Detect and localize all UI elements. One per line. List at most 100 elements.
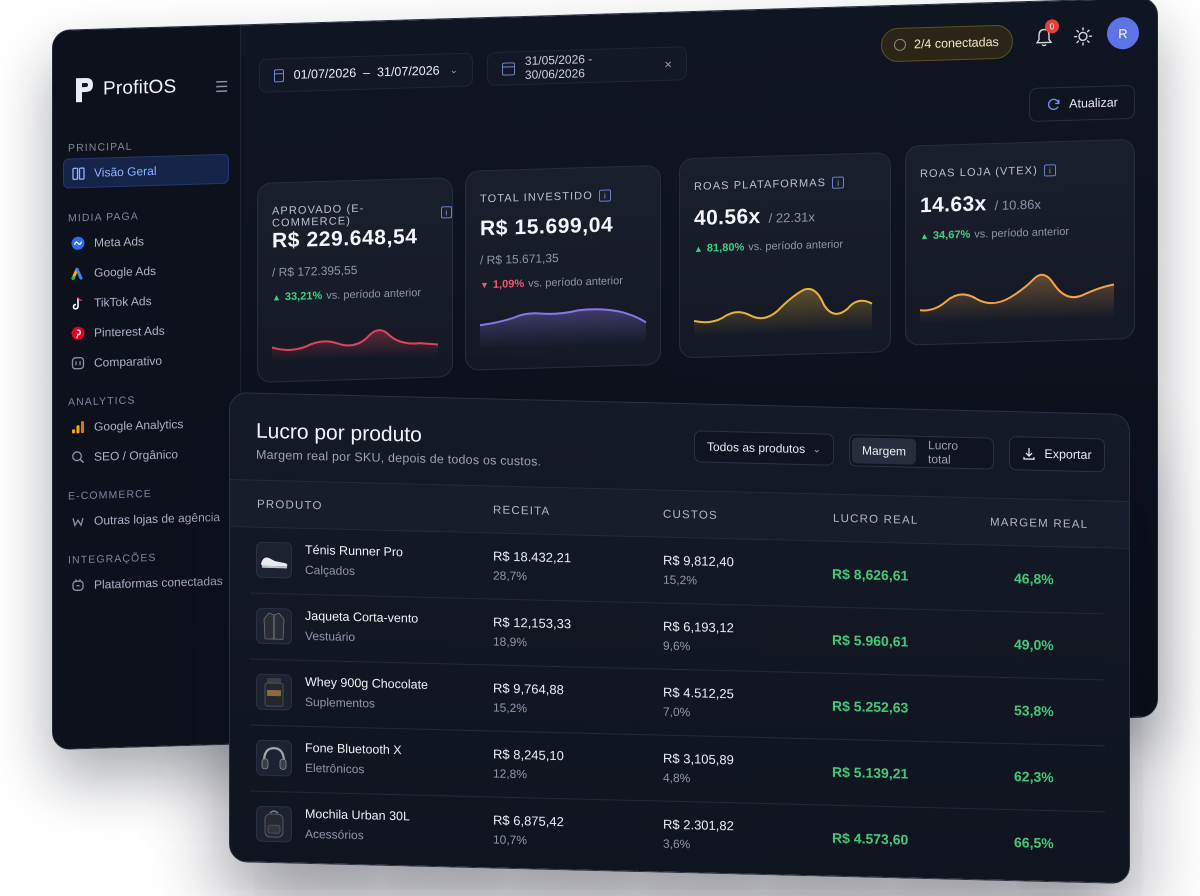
revenue-value: R$ 9,764,88 [493, 680, 564, 698]
kpi-sparkline [271, 329, 439, 362]
sidebar-item-label: Google Analytics [94, 417, 184, 434]
refresh-button[interactable]: Atualizar [1029, 84, 1135, 123]
kpi-delta: ▼ 1,09% vs. período anterior [480, 275, 623, 291]
theme-toggle-sun-icon[interactable] [1073, 26, 1093, 47]
kpi-previous-value: / R$ 15.671,35 [480, 250, 559, 268]
table-row[interactable]: Jaqueta Corta-vento Vestuário R$ 12,153,… [250, 593, 1105, 681]
table-row[interactable]: Whey 900g Chocolate Suplementos R$ 9,764… [250, 659, 1105, 747]
info-icon[interactable]: i [440, 206, 452, 219]
toggle-lucro-total[interactable]: Lucro total [928, 438, 959, 467]
product-filter-select[interactable]: Todos as produtos ⌄ [694, 430, 834, 466]
export-button[interactable]: Exportar [1009, 436, 1105, 473]
sidebar-item-label: Plataformas conectadas [94, 573, 223, 592]
compare-icon [71, 356, 85, 370]
sidebar-item-tiktok-ads[interactable]: TikTok Ads [63, 284, 229, 319]
check-circle-icon [894, 38, 906, 52]
supplement-jar-icon [256, 673, 292, 711]
costs-value: R$ 3,105,89 [663, 750, 734, 768]
revenue-share: 15,2% [493, 700, 528, 716]
connections-status-label: 2/4 conectadas [914, 34, 999, 52]
sidebar-item-label: Comparativo [94, 353, 163, 370]
compare-range-picker[interactable]: 31/05/2026 - 30/06/2026 × [487, 46, 687, 87]
pinterest-icon [71, 326, 85, 340]
table-row[interactable]: Mochila Urban 30L Acessórios R$ 6,875,42… [250, 792, 1105, 879]
real-profit: R$ 5.139,21 [832, 763, 909, 782]
revenue-share: 10,7% [493, 832, 528, 848]
sidebar-item-plataformas-conectadas[interactable]: Plataformas conectadas [63, 566, 229, 601]
revenue-value: R$ 6,875,42 [493, 812, 564, 830]
close-icon[interactable]: × [664, 56, 672, 72]
kpi-label: ROAS LOJA (VTEX) i [920, 164, 1056, 180]
revenue-share: 28,7% [493, 568, 528, 584]
kpi-delta: ▲ 81,80% vs. período anterior [694, 238, 844, 255]
sidebar-item-comparativo[interactable]: Comparativo [63, 344, 229, 379]
costs-share: 4,8% [663, 770, 691, 786]
product-name: Jaqueta Corta-vento [305, 608, 419, 626]
kpi-previous-value: / 22.31x [768, 209, 815, 226]
product-category: Vestuário [305, 628, 356, 645]
real-margin: 66,5% [1014, 834, 1054, 852]
table-row[interactable]: Ténis Runner Pro Calçados R$ 18.432,21 2… [250, 527, 1105, 615]
sidebar-item-seo-organico[interactable]: SEO / Orgânico [63, 438, 229, 473]
product-name: Ténis Runner Pro [305, 542, 403, 560]
info-icon[interactable]: i [1043, 164, 1056, 177]
table-row[interactable]: Fone Bluetooth X Eletrônicos R$ 8,245,10… [250, 725, 1105, 813]
refresh-icon [1048, 98, 1060, 110]
date-range-picker[interactable]: 01/07/2026 – 31/07/2026 ⌄ [259, 52, 473, 93]
meta-icon [71, 236, 85, 250]
real-profit: R$ 4.573,60 [832, 829, 909, 848]
connections-status-button[interactable]: 2/4 conectadas [881, 24, 1013, 63]
info-icon[interactable]: i [832, 176, 845, 189]
sidebar-item-meta-ads[interactable]: Meta Ads [63, 224, 229, 259]
sidebar-item-google-analytics[interactable]: Google Analytics [63, 408, 229, 443]
column-header-custos[interactable]: CUSTOS [663, 508, 718, 522]
calendar-icon [274, 68, 284, 82]
menu-toggle-icon[interactable]: ☰ [215, 78, 229, 97]
headphones-icon [256, 739, 292, 777]
kpi-label: TOTAL INVESTIDO i [480, 189, 611, 205]
app-window: ProfitOS ☰ PRINCIPAL Visão Geral MIDIA P… [52, 0, 1158, 751]
chevron-down-icon: ⌄ [449, 64, 458, 76]
tiktok-icon [71, 296, 85, 310]
kpi-value: R$ 15.699,04 [480, 213, 614, 241]
product-category: Eletrônicos [305, 760, 365, 777]
toggle-margem[interactable]: Margem [852, 437, 917, 465]
column-header-produto[interactable]: PRODUTO [257, 498, 323, 513]
kpi-card-roas-plataformas: ROAS PLATAFORMAS i 40.56x / 22.31x ▲ 81,8… [679, 152, 891, 359]
column-header-receita[interactable]: RECEITA [493, 504, 551, 518]
sidebar-item-label: Visão Geral [94, 163, 157, 180]
panel-title: Lucro por produto [256, 419, 422, 447]
nav-section-analytics: ANALYTICS [68, 394, 136, 409]
product-category: Suplementos [305, 694, 376, 711]
google-ads-icon [71, 266, 85, 280]
brand-logo[interactable]: ProfitOS [73, 73, 176, 104]
brand-name: ProfitOS [103, 76, 177, 100]
kpi-card-total-investido: TOTAL INVESTIDO i R$ 15.699,04 / R$ 15.67… [465, 164, 661, 371]
revenue-value: R$ 8,245,10 [493, 746, 564, 764]
user-avatar[interactable]: R [1107, 16, 1139, 50]
kpi-label: ROAS PLATAFORMAS i [694, 176, 845, 193]
real-profit: R$ 5.252,63 [832, 697, 909, 716]
kpi-value: R$ 229.648,54 [272, 225, 418, 253]
sidebar-item-pinterest-ads[interactable]: Pinterest Ads [63, 314, 229, 349]
sidebar-item-visao-geral[interactable]: Visão Geral [63, 153, 229, 189]
sidebar-item-google-ads[interactable]: Google Ads [63, 254, 229, 289]
real-profit: R$ 8,626,61 [832, 565, 909, 584]
store-icon [71, 514, 85, 528]
seo-icon [71, 450, 85, 464]
info-icon[interactable]: i [598, 189, 611, 202]
kpi-previous-value: / R$ 172.395,55 [272, 262, 358, 280]
product-category: Acessórios [305, 826, 364, 843]
kpi-value-group: 40.56x / 22.31x [694, 203, 815, 231]
kpi-card-roas-loja: ROAS LOJA (VTEX) i 14.63x / 10.86x ▲ 34,6… [905, 138, 1135, 346]
costs-value: R$ 9,812,40 [663, 552, 734, 570]
costs-value: R$ 6,193,12 [663, 618, 734, 636]
sidebar-item-label: SEO / Orgânico [94, 447, 179, 464]
column-header-margem-real[interactable]: MARGEM REAL [990, 516, 1089, 531]
backpack-icon [256, 805, 292, 843]
column-header-lucro-real[interactable]: LUCRO REAL [833, 512, 919, 527]
sidebar-item-outras-lojas[interactable]: Outras lojas de agência [63, 502, 229, 537]
product-name: Mochila Urban 30L [305, 806, 410, 824]
product-name: Fone Bluetooth X [305, 740, 402, 758]
sidebar: ProfitOS ☰ PRINCIPAL Visão Geral MIDIA P… [53, 25, 241, 749]
